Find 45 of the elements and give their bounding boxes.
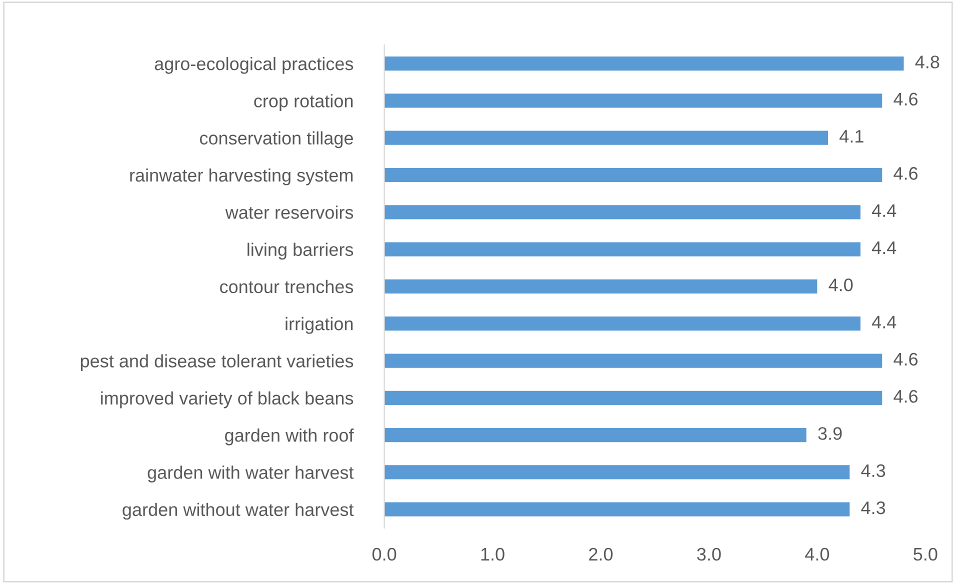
bar bbox=[384, 130, 828, 145]
bar bbox=[384, 56, 904, 71]
bar bbox=[384, 354, 882, 368]
data-label: 4.6 bbox=[894, 167, 918, 180]
data-label: 3.9 bbox=[818, 427, 842, 440]
y-tick-label: conservation tillage bbox=[200, 131, 353, 148]
bar bbox=[384, 316, 860, 331]
y-tick-label: irrigation bbox=[286, 317, 353, 334]
x-tick-label: 2.0 bbox=[589, 548, 613, 561]
y-tick-label: agro-ecological practices bbox=[154, 57, 354, 74]
bar bbox=[384, 465, 850, 480]
y-tick-label: garden without water harvest bbox=[122, 502, 354, 520]
data-label: 4.4 bbox=[872, 242, 896, 254]
bar bbox=[384, 390, 882, 405]
bar bbox=[384, 94, 882, 108]
data-label: 4.1 bbox=[840, 130, 864, 143]
y-tick-label: living barriers bbox=[248, 242, 354, 260]
y-tick-label: contour trenches bbox=[220, 280, 354, 294]
x-tick-label: 0.0 bbox=[372, 548, 396, 561]
bar bbox=[384, 502, 850, 516]
data-label: 4.3 bbox=[861, 501, 886, 514]
data-label: 4.6 bbox=[894, 92, 918, 106]
y-tick-label: water reservoirs bbox=[225, 206, 354, 219]
x-tick-label: 3.0 bbox=[697, 548, 721, 561]
bar bbox=[384, 279, 818, 294]
y-tick-label: garden with water harvest bbox=[148, 466, 354, 482]
x-tick-label: 1.0 bbox=[481, 548, 504, 561]
x-tick-label: 4.0 bbox=[805, 548, 830, 561]
data-label: 4.8 bbox=[915, 56, 940, 68]
bar bbox=[384, 168, 882, 182]
y-tick-label: pest and disease tolerant varieties bbox=[80, 354, 354, 372]
y-tick-label: rainwater harvesting system bbox=[130, 168, 353, 186]
data-label: 4.0 bbox=[828, 278, 853, 292]
x-tick-label: 5.0 bbox=[914, 548, 938, 561]
y-tick-label: garden with roof bbox=[225, 428, 354, 446]
data-label: 4.6 bbox=[894, 390, 918, 403]
data-label: 4.6 bbox=[894, 352, 918, 366]
data-label: 4.3 bbox=[861, 464, 886, 478]
bar bbox=[384, 428, 806, 442]
y-tick-label: improved variety of black beans bbox=[101, 391, 354, 408]
bar bbox=[384, 205, 860, 220]
data-label: 4.4 bbox=[872, 316, 896, 328]
y-tick-label: crop rotation bbox=[254, 94, 353, 111]
data-label: 4.4 bbox=[872, 204, 896, 217]
bar bbox=[384, 242, 860, 256]
